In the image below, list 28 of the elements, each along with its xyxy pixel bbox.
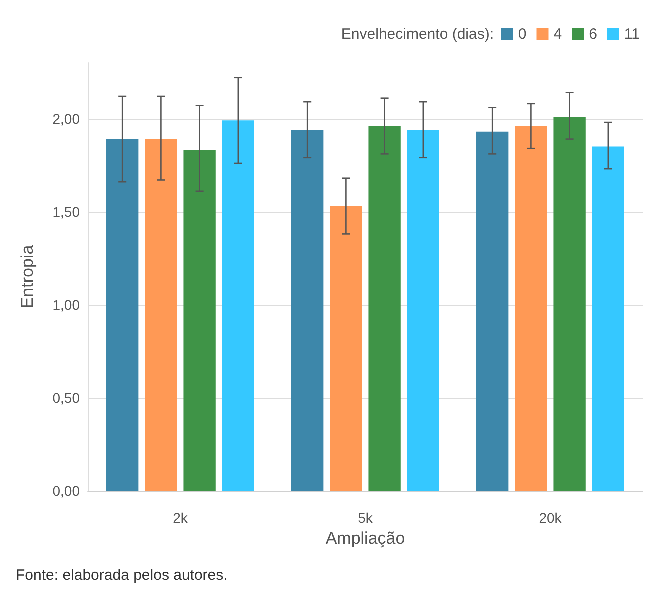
bar xyxy=(292,130,324,491)
y-tick-label: 1,50 xyxy=(52,204,80,220)
y-tick-label: 0,00 xyxy=(52,483,80,499)
bar xyxy=(515,126,548,491)
source-note: Fonte: elaborada pelos autores. xyxy=(16,567,228,584)
x-tick-label: 20k xyxy=(539,510,563,526)
bar xyxy=(554,116,586,491)
legend-label: 0 xyxy=(518,26,527,43)
x-tick-label: 2k xyxy=(173,510,189,526)
bar xyxy=(184,150,216,491)
bar xyxy=(476,132,509,491)
y-axis-title: Entropia xyxy=(18,244,37,309)
y-tick-label: 0,50 xyxy=(52,390,80,406)
bar xyxy=(368,126,401,491)
legend-label: 4 xyxy=(554,26,562,43)
bar xyxy=(106,139,139,491)
legend-label: 11 xyxy=(624,26,640,43)
bar xyxy=(222,120,254,491)
bar xyxy=(145,139,178,491)
y-tick-label: 1,00 xyxy=(52,296,80,313)
bar xyxy=(592,146,624,491)
x-axis-title: Ampliação xyxy=(326,528,406,548)
legend-title: Envelhecimento (dias): xyxy=(341,26,494,43)
bar xyxy=(330,206,362,491)
y-tick-label: 2,00 xyxy=(52,110,80,127)
bar xyxy=(407,130,440,491)
legend-label: 6 xyxy=(589,26,598,43)
x-tick-label: 5k xyxy=(358,510,374,526)
